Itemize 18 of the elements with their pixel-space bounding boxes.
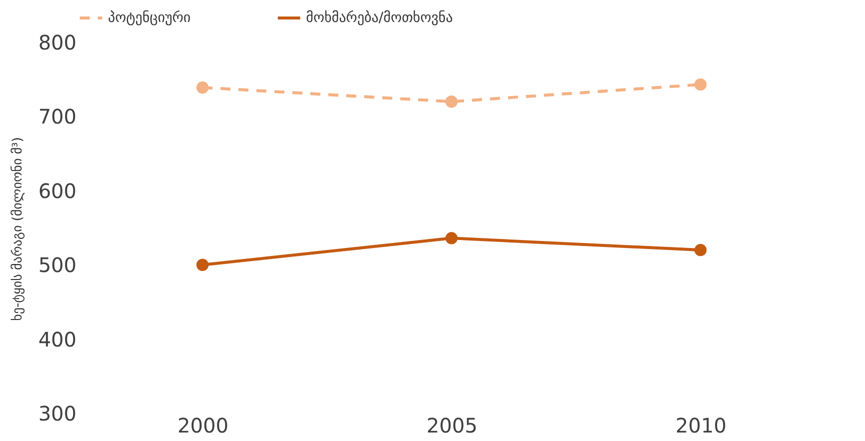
y-tick-label: 800 [38,30,76,54]
y-tick-label: 600 [38,178,76,203]
x-tick-label: 2000 [178,414,228,438]
x-tick-label: 2010 [676,414,726,438]
y-tick-label: 300 [38,402,76,426]
y-axis-title: ხე-ტყის მარაგი (მილიონი მ³) [10,137,26,321]
point [196,81,209,94]
point [694,78,707,91]
y-tick-label: 500 [38,253,76,278]
point [445,232,458,244]
point [196,258,209,271]
y-tick-label: 400 [38,327,76,352]
legend-label: პოტენციური [108,10,191,26]
legend-label: მოხმარება/მოთხოვნა [306,10,453,26]
point [445,96,458,108]
y-tick-label: 700 [38,104,76,129]
point [694,244,707,256]
x-tick-label: 2005 [426,414,478,438]
